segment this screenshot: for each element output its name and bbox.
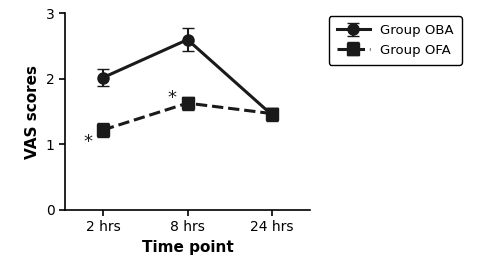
Text: *: * [84,133,92,151]
Y-axis label: VAS scores: VAS scores [25,65,40,159]
Text: *: * [168,89,177,107]
Legend: Group OBA, Group OFA: Group OBA, Group OFA [329,16,462,65]
X-axis label: Time point: Time point [142,240,234,255]
